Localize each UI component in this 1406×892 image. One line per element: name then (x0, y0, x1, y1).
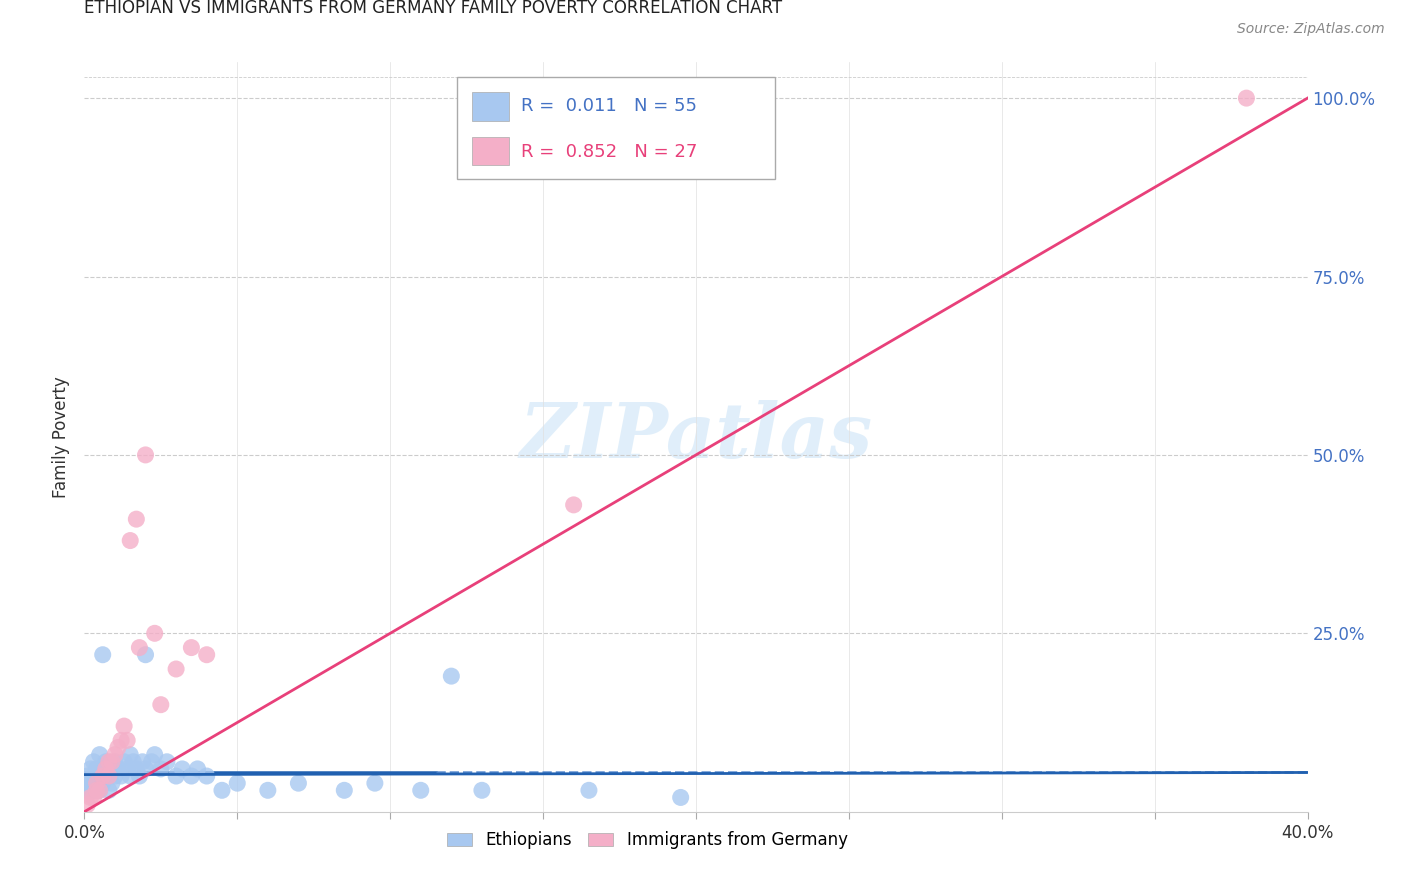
Point (76, 776, 98, 790)
Point (156, 755, 179, 769)
Point (79, 762, 101, 776)
Point (141, 755, 163, 769)
Point (186, 762, 208, 776)
Point (91, 648, 114, 662)
Point (135, 448, 157, 462)
Text: R =  0.011   N = 55: R = 0.011 N = 55 (522, 97, 697, 115)
Point (86, 769, 108, 783)
Point (440, 669, 463, 683)
Point (562, 498, 585, 512)
Point (91, 769, 114, 783)
Point (83, 755, 105, 769)
Point (143, 626, 166, 640)
Point (83, 783, 105, 797)
Point (165, 769, 187, 783)
Point (257, 783, 280, 797)
Point (112, 755, 135, 769)
Point (94, 769, 117, 783)
Point (120, 533, 142, 548)
Point (195, 648, 218, 662)
Point (112, 719, 135, 733)
Point (180, 769, 202, 783)
Point (83, 790, 105, 805)
Point (89, 783, 111, 797)
Point (89, 769, 111, 783)
Point (94, 762, 117, 776)
Point (79, 783, 101, 797)
Point (101, 762, 124, 776)
Point (135, 762, 157, 776)
Point (110, 769, 132, 783)
Point (122, 755, 145, 769)
Text: ZIPatlas: ZIPatlas (519, 401, 873, 474)
Point (115, 762, 138, 776)
FancyBboxPatch shape (472, 136, 509, 165)
Point (226, 776, 249, 790)
Point (364, 776, 387, 790)
Point (669, 790, 692, 805)
Point (97, 769, 120, 783)
Point (195, 769, 218, 783)
Point (107, 762, 129, 776)
Point (471, 783, 494, 797)
Point (125, 762, 148, 776)
Point (86, 762, 108, 776)
Point (79, 776, 101, 790)
Point (149, 762, 172, 776)
Point (86, 776, 108, 790)
Point (91, 762, 114, 776)
Point (143, 747, 166, 762)
Text: R =  0.852   N = 27: R = 0.852 N = 27 (522, 143, 697, 161)
Point (120, 747, 142, 762)
Point (128, 769, 150, 783)
Y-axis label: Family Poverty: Family Poverty (52, 376, 70, 498)
Point (86, 776, 108, 790)
Point (135, 648, 157, 662)
Point (165, 662, 187, 676)
Point (172, 762, 194, 776)
Point (76, 797, 98, 812)
Point (578, 783, 600, 797)
Point (333, 783, 356, 797)
Point (128, 640, 150, 655)
Point (89, 747, 111, 762)
Point (101, 755, 124, 769)
Point (131, 755, 153, 769)
Point (97, 783, 120, 797)
Point (104, 769, 127, 783)
Point (76, 769, 98, 783)
Point (86, 783, 108, 797)
Point (110, 733, 132, 747)
Point (94, 755, 117, 769)
FancyBboxPatch shape (472, 93, 509, 121)
Point (83, 769, 105, 783)
Point (104, 747, 127, 762)
FancyBboxPatch shape (457, 78, 776, 178)
Legend: Ethiopians, Immigrants from Germany: Ethiopians, Immigrants from Germany (440, 824, 855, 855)
Point (125, 512, 148, 526)
Point (149, 698, 172, 712)
Point (89, 783, 111, 797)
Text: Source: ZipAtlas.com: Source: ZipAtlas.com (1237, 22, 1385, 37)
Point (107, 740, 129, 755)
Point (101, 776, 124, 790)
Point (97, 755, 120, 769)
Point (180, 640, 202, 655)
Point (409, 783, 432, 797)
Point (287, 776, 309, 790)
Point (79, 790, 101, 805)
Point (120, 769, 142, 783)
Point (211, 783, 233, 797)
Point (115, 733, 138, 747)
Text: ETHIOPIAN VS IMMIGRANTS FROM GERMANY FAMILY POVERTY CORRELATION CHART: ETHIOPIAN VS IMMIGRANTS FROM GERMANY FAM… (84, 0, 783, 18)
Point (1236, 91, 1258, 105)
Point (97, 769, 120, 783)
Point (91, 776, 114, 790)
Point (76, 783, 98, 797)
Point (104, 755, 127, 769)
